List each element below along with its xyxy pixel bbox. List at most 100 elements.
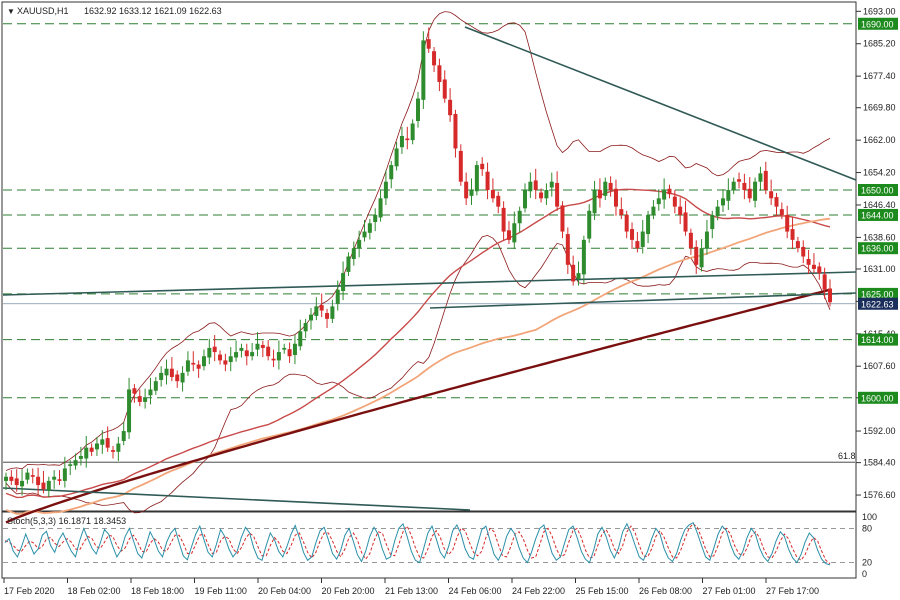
candle-body bbox=[143, 397, 148, 402]
candle-body bbox=[678, 206, 683, 215]
level-tag-6: 1600.00 bbox=[861, 393, 894, 403]
candle-body bbox=[421, 40, 426, 100]
candle-body bbox=[474, 165, 479, 192]
candle-body bbox=[785, 214, 790, 232]
candle-body bbox=[94, 443, 99, 450]
stoch-d-line bbox=[4, 523, 831, 565]
candle-body bbox=[806, 258, 811, 265]
x-tick-label: 27 Feb 01:00 bbox=[703, 586, 756, 596]
candle-body bbox=[662, 190, 667, 200]
header-ohlc: 1632.92 1633.12 1621.09 1622.63 bbox=[84, 6, 222, 16]
x-tick-label: 20 Feb 04:00 bbox=[258, 586, 311, 596]
candle-body bbox=[121, 431, 126, 442]
candle-body bbox=[68, 464, 73, 466]
candle-body bbox=[357, 239, 362, 249]
bollinger-upper bbox=[5, 11, 831, 471]
main-plot-frame bbox=[1, 1, 857, 512]
candle-body bbox=[207, 347, 212, 358]
candle-body bbox=[619, 209, 624, 215]
candle-body bbox=[46, 480, 51, 491]
candle-body bbox=[271, 358, 276, 361]
candle-body bbox=[651, 206, 656, 215]
level-tag-3-bg bbox=[858, 242, 898, 255]
candle-body bbox=[169, 368, 174, 378]
candle-body bbox=[603, 181, 608, 196]
candle-body bbox=[148, 389, 153, 396]
candle-body bbox=[753, 181, 758, 201]
candle-body bbox=[667, 188, 672, 195]
candle-body bbox=[581, 239, 586, 275]
y-tick-label: 1654.20 bbox=[863, 168, 896, 178]
candle-body bbox=[731, 181, 736, 191]
candle-body bbox=[630, 229, 635, 240]
candle-body bbox=[688, 232, 693, 249]
candle-body bbox=[704, 231, 709, 249]
candle-body bbox=[426, 39, 431, 49]
candle-body bbox=[105, 438, 110, 448]
x-tick-label: 25 Feb 15:00 bbox=[576, 586, 629, 596]
candle-body bbox=[769, 191, 774, 199]
level-tag-4: 1625.00 bbox=[861, 289, 894, 299]
ma-mid-line bbox=[5, 188, 831, 499]
ma-light-line bbox=[5, 217, 831, 515]
candle-body bbox=[828, 288, 832, 303]
candle-body bbox=[41, 482, 46, 490]
x-tick-label: 18 Feb 02:00 bbox=[68, 586, 121, 596]
candle-body bbox=[817, 266, 822, 274]
x-tick-label: 24 Feb 06:00 bbox=[449, 586, 502, 596]
stoch-label: Stoch(5,3,3) 16.1871 18.3453 bbox=[7, 516, 126, 526]
candle-body bbox=[501, 207, 506, 232]
level-tag-5: 1614.00 bbox=[861, 335, 894, 345]
candle-body bbox=[533, 180, 538, 191]
candle-body bbox=[57, 479, 62, 481]
level-tag-0: 1690.00 bbox=[861, 19, 894, 29]
candle-body bbox=[276, 352, 281, 361]
ma-dark-line bbox=[5, 288, 831, 524]
candle-body bbox=[185, 360, 190, 372]
candle-body bbox=[228, 356, 233, 363]
candle-body bbox=[325, 313, 330, 319]
candle-body bbox=[779, 209, 784, 215]
candle-body bbox=[9, 476, 14, 481]
candle-body bbox=[710, 214, 715, 230]
candle-body bbox=[442, 79, 447, 99]
candle-body bbox=[239, 347, 244, 351]
header-symbol: XAUUSD,H1 bbox=[17, 6, 69, 16]
candle-body bbox=[196, 364, 201, 369]
x-tick-label: 20 Feb 20:00 bbox=[322, 586, 375, 596]
candle-body bbox=[640, 231, 645, 247]
x-tick-label: 19 Feb 11:00 bbox=[195, 586, 247, 596]
candle-body bbox=[30, 475, 35, 477]
candle-body bbox=[656, 198, 661, 205]
candle-body bbox=[373, 214, 378, 223]
trendline-mid bbox=[2, 271, 857, 296]
stoch-tick-label: 0 bbox=[862, 569, 867, 579]
level-tag-1: 1650.00 bbox=[861, 186, 894, 196]
x-tick-label: 26 Feb 08:00 bbox=[639, 586, 692, 596]
stoch-pane-frame bbox=[1, 511, 857, 579]
candle-body bbox=[672, 196, 677, 207]
bollinger-lower bbox=[5, 234, 831, 514]
level-tag-3: 1636.00 bbox=[861, 244, 894, 254]
level-tag-6-bg bbox=[858, 391, 898, 404]
candle-body bbox=[405, 138, 410, 141]
candle-body bbox=[383, 181, 388, 199]
candle-body bbox=[367, 223, 372, 233]
candle-body bbox=[576, 273, 581, 279]
candle-body bbox=[25, 472, 30, 480]
candle-body bbox=[544, 190, 549, 199]
current-price-tag-bg bbox=[858, 297, 898, 310]
candle-body bbox=[469, 190, 474, 196]
candle-body bbox=[613, 188, 618, 207]
candle-body bbox=[78, 455, 83, 459]
stoch-k-line bbox=[4, 521, 831, 566]
x-tick-label: 21 Feb 13:00 bbox=[385, 586, 438, 596]
candle-body bbox=[260, 345, 265, 348]
candle-body bbox=[100, 439, 105, 445]
candle-body bbox=[801, 246, 806, 257]
candle-body bbox=[608, 182, 613, 191]
candle-body bbox=[496, 195, 501, 207]
candle-body bbox=[127, 389, 132, 433]
candle-body bbox=[111, 450, 116, 452]
